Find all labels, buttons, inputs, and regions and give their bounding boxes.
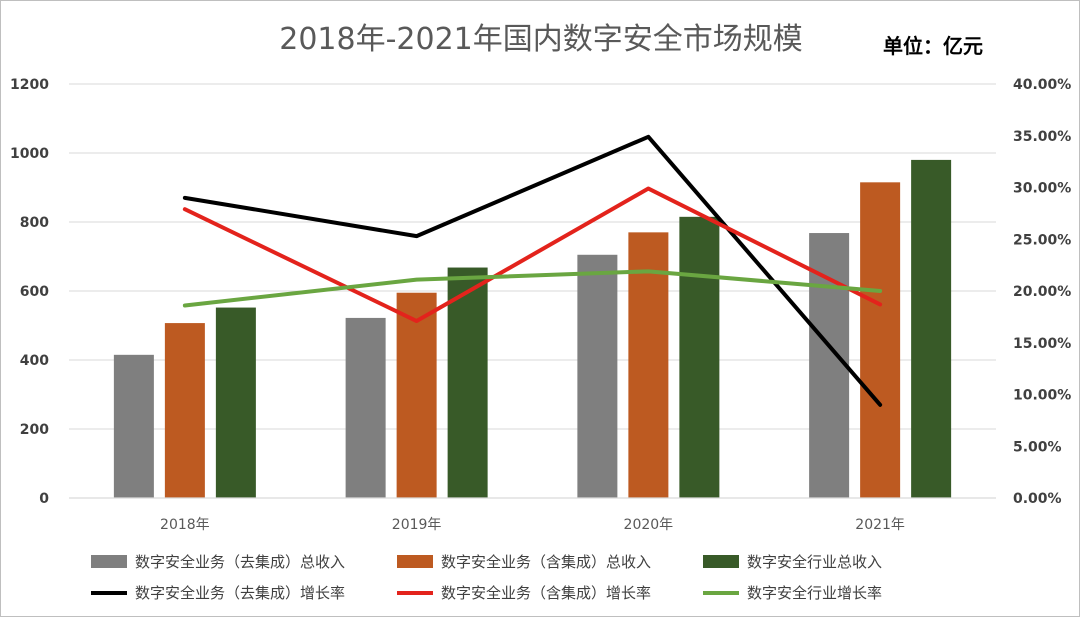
legend-label: 数字安全行业增长率 <box>747 584 882 602</box>
legend-label: 数字安全业务（含集成）增长率 <box>441 584 651 602</box>
y-left-tick-label: 200 <box>20 422 49 438</box>
y-right-tick-label: 40.00% <box>1013 77 1071 93</box>
x-tick-label: 2019年 <box>392 517 442 533</box>
bar <box>215 307 256 498</box>
bar <box>577 254 618 498</box>
series-line <box>182 186 883 324</box>
y-left-tick-label: 600 <box>20 284 49 300</box>
y-right-tick-label: 30.00% <box>1013 181 1071 197</box>
x-tick-label: 2021年 <box>855 517 905 533</box>
legend-label: 数字安全业务（去集成）增长率 <box>135 584 345 602</box>
y-left-tick-label: 1000 <box>10 146 49 162</box>
chart-title: 2018年-2021年国内数字安全市场规模 <box>279 22 803 57</box>
y-right-tick-label: 20.00% <box>1013 284 1071 300</box>
bar <box>396 292 437 498</box>
legend-swatch <box>397 555 433 568</box>
legend-label: 数字安全业务（去集成）总收入 <box>135 553 345 571</box>
y-left-tick-label: 400 <box>20 353 49 369</box>
y-right-tick-label: 0.00% <box>1013 491 1062 507</box>
y-right-tick-label: 10.00% <box>1013 388 1071 404</box>
legend-swatch <box>703 555 739 568</box>
y-right-tick-label: 35.00% <box>1013 129 1071 145</box>
series-line <box>182 269 883 308</box>
bar <box>447 267 488 498</box>
axes: 0 200 400 600 800 1000 1200 0.00% 5.00% 10.00% 15.… <box>10 77 1071 533</box>
legend-label: 数字安全业务（含集成）总收入 <box>441 553 651 571</box>
y-right-tick-label: 25.00% <box>1013 232 1071 248</box>
bar <box>164 323 205 498</box>
y-left-tick-label: 0 <box>39 491 49 507</box>
y-right-tick-label: 5.00% <box>1013 439 1062 455</box>
bar <box>628 232 669 498</box>
unit-label: 单位：亿元 <box>883 34 983 58</box>
lines <box>182 134 883 407</box>
legend-label: 数字安全行业总收入 <box>747 553 882 571</box>
series-line <box>182 134 883 407</box>
x-tick-label: 2018年 <box>160 517 210 533</box>
bar <box>860 182 901 498</box>
y-left-tick-label: 1200 <box>10 77 49 93</box>
bar <box>679 216 720 498</box>
legend: 数字安全业务（去集成）总收入 数字安全业务（含集成）总收入 数字安全行业总收入数字安… <box>91 553 882 602</box>
bar <box>345 317 386 498</box>
bars <box>113 159 952 499</box>
y-right-tick-label: 15.00% <box>1013 336 1071 352</box>
y-left-tick-label: 800 <box>20 215 49 231</box>
legend-swatch <box>91 555 127 568</box>
bar <box>113 354 154 498</box>
x-tick-label: 2020年 <box>624 517 674 533</box>
bar <box>911 159 952 498</box>
